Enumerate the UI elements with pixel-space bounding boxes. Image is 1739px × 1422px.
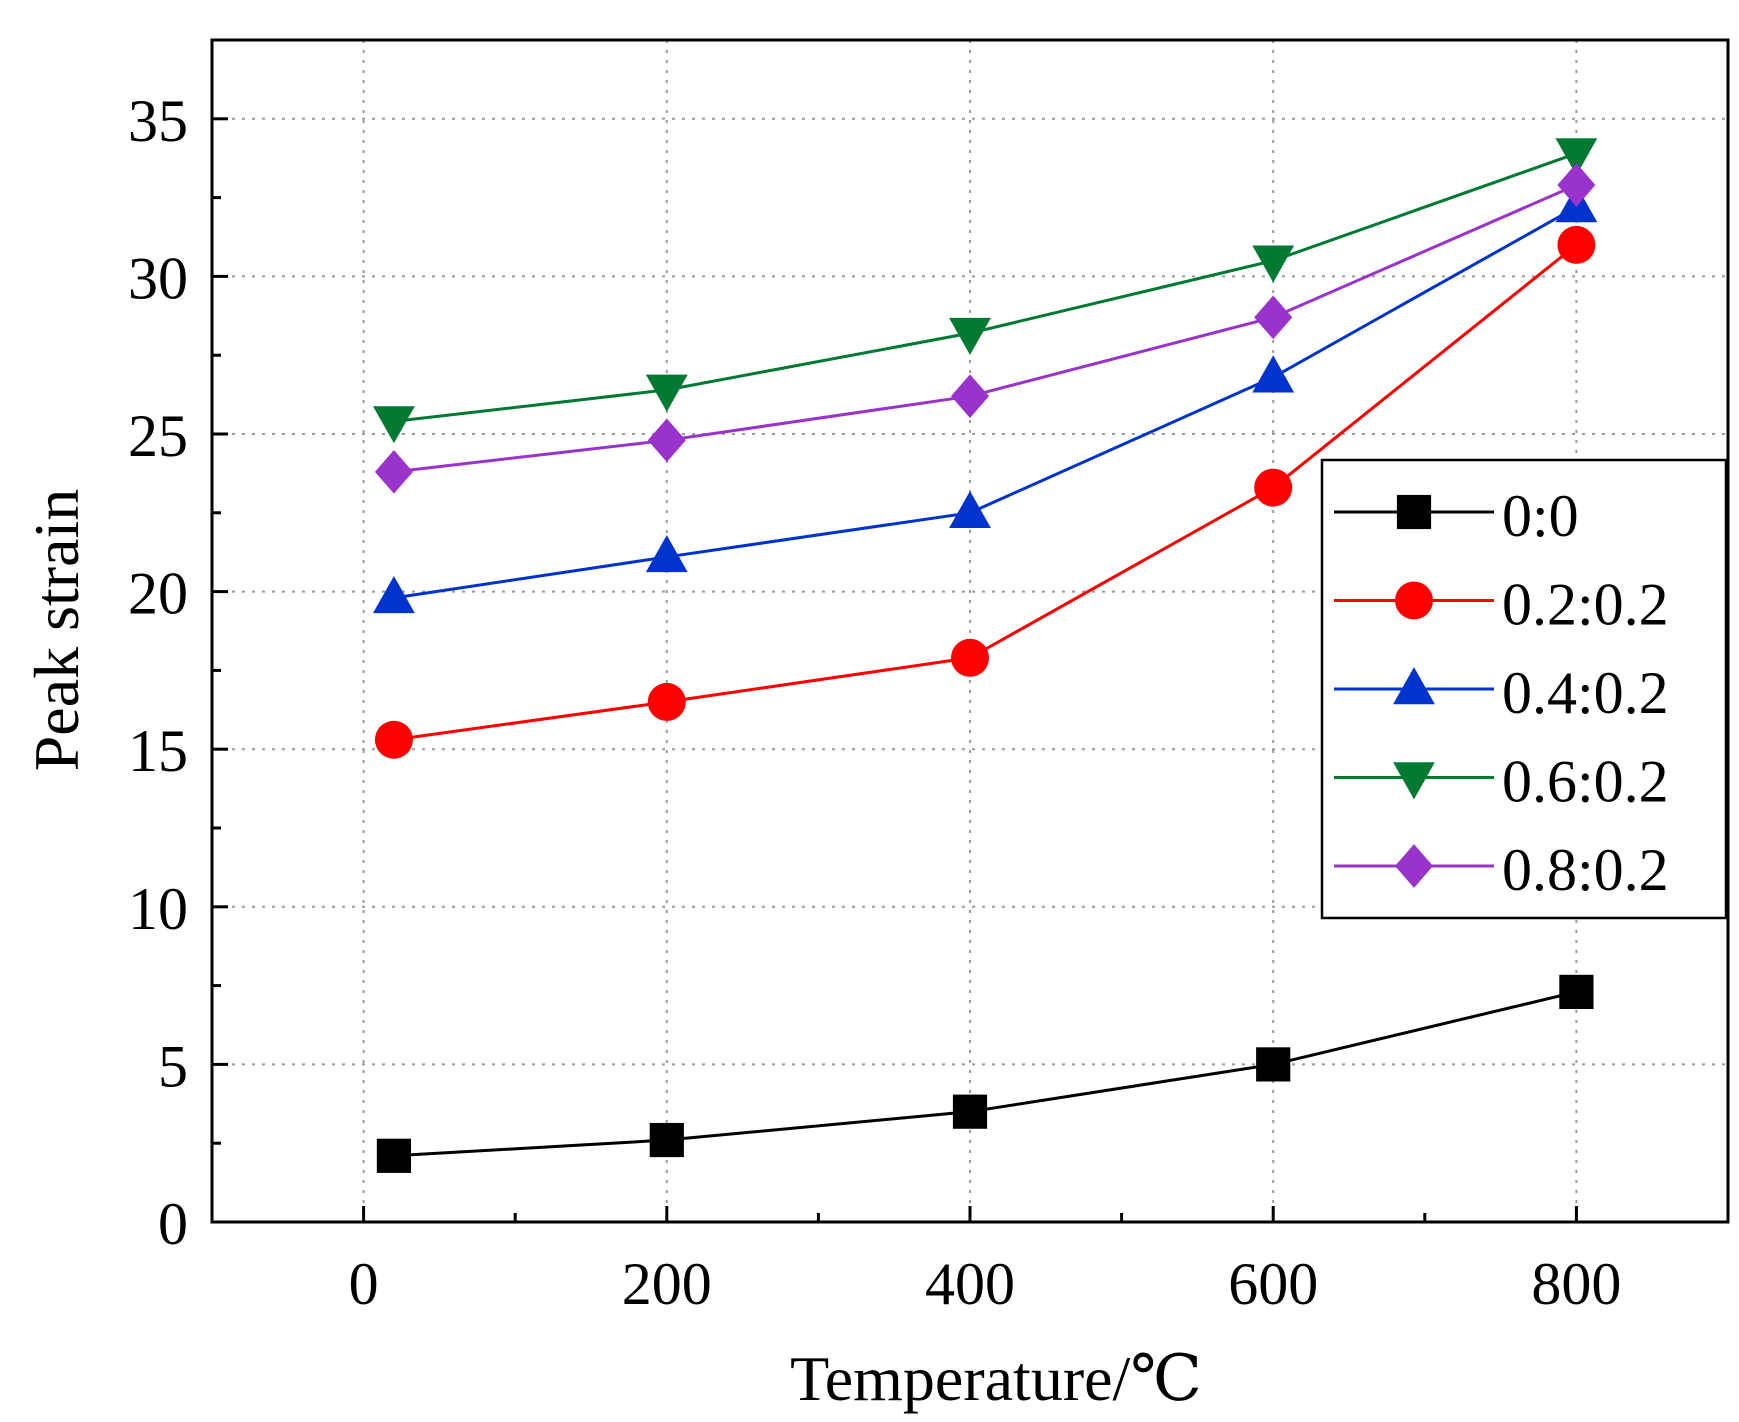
y-tick-label: 20 (128, 561, 188, 627)
legend-marker (1395, 581, 1433, 620)
data-point (647, 682, 686, 721)
data-point (951, 374, 989, 419)
y-tick-label: 35 (128, 88, 188, 154)
legend-label: 0.2:0.2 (1502, 572, 1669, 638)
series-1 (374, 225, 1596, 759)
legend-marker (1396, 494, 1432, 530)
data-point (1254, 295, 1293, 340)
data-point (645, 535, 688, 573)
data-point (1555, 138, 1598, 176)
y-tick-label: 15 (128, 718, 188, 784)
data-point (1256, 1047, 1291, 1082)
x-axis-title: Temperature/℃ (790, 1343, 1202, 1414)
data-point (649, 1122, 684, 1158)
legend-marker (1395, 844, 1433, 888)
data-point (1557, 163, 1596, 207)
data-point (951, 638, 989, 677)
x-tick-label: 0 (349, 1251, 379, 1317)
grid-layer (212, 40, 1728, 1222)
data-point (952, 1094, 988, 1129)
y-tick-label: 10 (128, 876, 188, 942)
legend-marker (1393, 667, 1435, 705)
data-point (949, 490, 991, 528)
data-point (647, 418, 686, 463)
series-line (393, 152, 1577, 423)
y-tick-label: 30 (128, 245, 188, 311)
data-point (1557, 225, 1596, 264)
legend-label: 0.8:0.2 (1502, 837, 1669, 903)
legend-label: 0.4:0.2 (1502, 660, 1669, 726)
data-point (1252, 355, 1295, 393)
y-tick-label: 25 (128, 403, 188, 469)
data-point (645, 374, 688, 412)
data-point (1252, 245, 1295, 283)
axis-layer: 0 200 400 600 800 0 5 10 15 20 25 30 35 (128, 88, 1621, 1317)
data-point (1254, 468, 1293, 507)
y-tick-label: 0 (158, 1191, 188, 1257)
legend-marker (1393, 762, 1435, 800)
series-3 (373, 138, 1598, 444)
data-point (949, 317, 991, 355)
data-point (1559, 974, 1594, 1010)
data-point (373, 406, 415, 444)
legend-label: 0.6:0.2 (1502, 749, 1669, 815)
y-axis-title: Peak strain (21, 489, 92, 772)
x-tick-label: 800 (1531, 1251, 1621, 1317)
legend: 0:0 0.2:0.2 0.4:0.2 0.6:0.2 0.8:0.2 (1320, 458, 1728, 920)
x-tick-label: 400 (925, 1251, 1015, 1317)
legend-label: 0:0 (1502, 483, 1579, 549)
series-line (393, 990, 1577, 1158)
series-2 (373, 185, 1598, 614)
x-tick-label: 200 (622, 1251, 712, 1317)
data-point (374, 449, 413, 494)
x-tick-label: 600 (1228, 1251, 1318, 1317)
series-4 (374, 163, 1596, 494)
data-point (373, 576, 415, 614)
data-point (374, 720, 413, 759)
series-layer (373, 138, 1598, 1173)
y-tick-label: 5 (158, 1033, 188, 1099)
series-0 (376, 974, 1594, 1173)
data-point (376, 1138, 412, 1173)
